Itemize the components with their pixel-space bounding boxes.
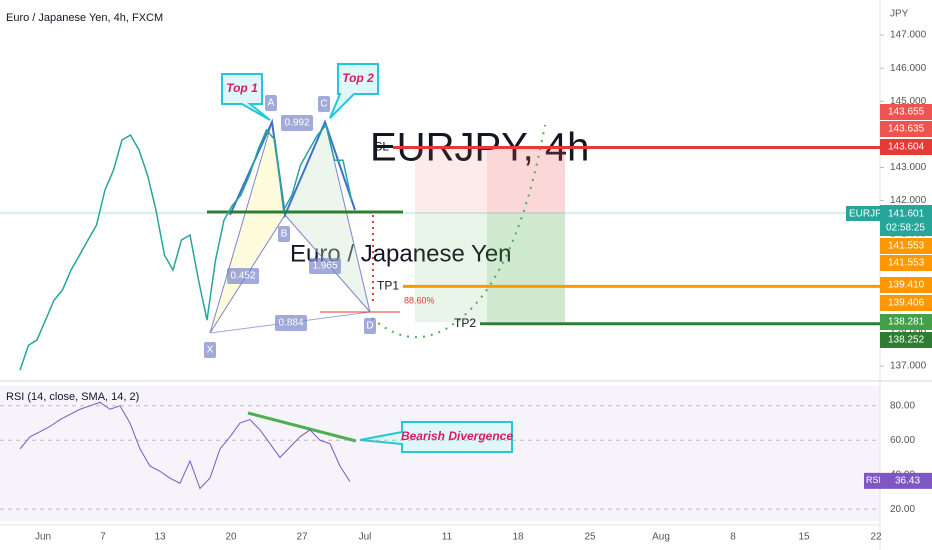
callout-box — [221, 73, 271, 121]
price-tick-label: 142.000 — [890, 195, 927, 206]
ratio-box — [309, 258, 341, 274]
price-tag — [880, 121, 932, 137]
rsi-tick-label: 60.00 — [890, 435, 915, 446]
price-tag-label: 138.252 — [888, 335, 925, 346]
price-tag — [880, 104, 932, 120]
price-tag-label: 143.635 — [888, 124, 925, 135]
symbol-tag-name: EURJPY — [849, 209, 889, 220]
callout-box — [359, 421, 513, 453]
price-tag-label: 139.406 — [888, 298, 925, 309]
chart-title: Euro / Japanese Yen, 4h, FXCM — [6, 12, 163, 24]
price-tick-label: 145.000 — [890, 96, 927, 107]
divergence-line — [247, 411, 357, 443]
price-tag-label: 138.281 — [888, 317, 925, 328]
callout-box — [329, 63, 379, 119]
price-tag-label: 143.655 — [888, 107, 925, 118]
rsi-name: RSI — [866, 475, 881, 485]
date-label: 25 — [584, 532, 596, 543]
reward-zone — [415, 213, 565, 322]
rsi-band — [0, 386, 880, 521]
price-tag — [880, 238, 932, 254]
rsi-name-tag — [864, 472, 880, 489]
callout: Top 2 — [342, 71, 374, 85]
ratio-label: 0.452 — [230, 271, 255, 282]
date-label: 13 — [154, 532, 166, 543]
price-line — [19, 123, 353, 371]
date-label: 20 — [225, 532, 237, 543]
ratio-box — [227, 268, 259, 284]
pattern-point — [278, 226, 290, 242]
price-tag-label: 143.604 — [888, 142, 925, 153]
rsi-tag — [880, 472, 932, 489]
rsi-label: RSI (14, close, SMA, 14, 2) — [6, 391, 139, 403]
price-tick-label: 147.000 — [890, 30, 927, 41]
symbol-price-tag — [880, 205, 932, 236]
currency: JPY — [890, 9, 909, 20]
date-label: 22 — [870, 532, 882, 543]
level-label: TP2 — [454, 316, 476, 330]
double-top — [229, 118, 356, 219]
price-tag-label: 141.553 — [888, 258, 925, 269]
price-tag — [880, 314, 932, 330]
price-tag-label: 139.410 — [888, 280, 925, 291]
rsi-tick-label: 20.00 — [890, 504, 915, 515]
risk-zone-dark — [487, 147, 565, 213]
date-label: 7 — [100, 532, 106, 543]
date-label: Jun — [35, 532, 51, 543]
price-tag — [880, 255, 932, 271]
symbol-tag — [846, 206, 880, 221]
ratio-box — [275, 315, 307, 331]
date-label: 8 — [730, 532, 736, 543]
level-label: TP1 — [377, 278, 399, 292]
pattern-point — [265, 95, 277, 111]
callout: Top 1 — [226, 81, 258, 95]
d-ratio: 88.60% — [404, 295, 435, 305]
price-tag — [880, 295, 932, 311]
risk-zone — [415, 147, 565, 213]
ratio-box — [281, 115, 313, 131]
ratio-label: 0.992 — [284, 118, 309, 129]
price-tick-label: 137.000 — [890, 361, 927, 372]
countdown: 02:58:25 — [886, 223, 925, 234]
symbol-price: 141.601 — [888, 209, 925, 220]
rsi-tick-label: 80.00 — [890, 400, 915, 411]
price-tag-label: 141.553 — [888, 241, 925, 252]
pattern-point-label: D — [366, 321, 373, 332]
date-label: 15 — [798, 532, 810, 543]
price-tag — [880, 139, 932, 155]
callout: Bearish Divergence — [401, 429, 513, 443]
pattern-point — [204, 342, 216, 358]
date-label: Jul — [359, 532, 372, 543]
pattern-point-label: B — [281, 229, 288, 240]
pattern-point — [364, 318, 376, 334]
price-tick-label: 146.000 — [890, 63, 927, 74]
date-label: 11 — [442, 532, 453, 543]
date-label: 18 — [512, 532, 524, 543]
rsi-line — [19, 401, 351, 490]
ratio-label: 0.884 — [278, 318, 303, 329]
date-label: 27 — [296, 532, 308, 543]
date-label: Aug — [652, 532, 670, 543]
pattern-point-label: X — [207, 345, 214, 356]
price-tick-label: 143.000 — [890, 162, 927, 173]
price-tag — [880, 277, 932, 293]
reward-zone-dark — [487, 213, 565, 322]
pattern-point-label: C — [320, 99, 327, 110]
rsi-value: 36.43 — [895, 475, 920, 486]
pattern-point — [318, 96, 330, 112]
level-label: SL — [374, 140, 389, 154]
pattern-point-label: A — [268, 98, 275, 109]
price-tag — [880, 332, 932, 348]
ratio-label: 1.965 — [312, 261, 337, 272]
